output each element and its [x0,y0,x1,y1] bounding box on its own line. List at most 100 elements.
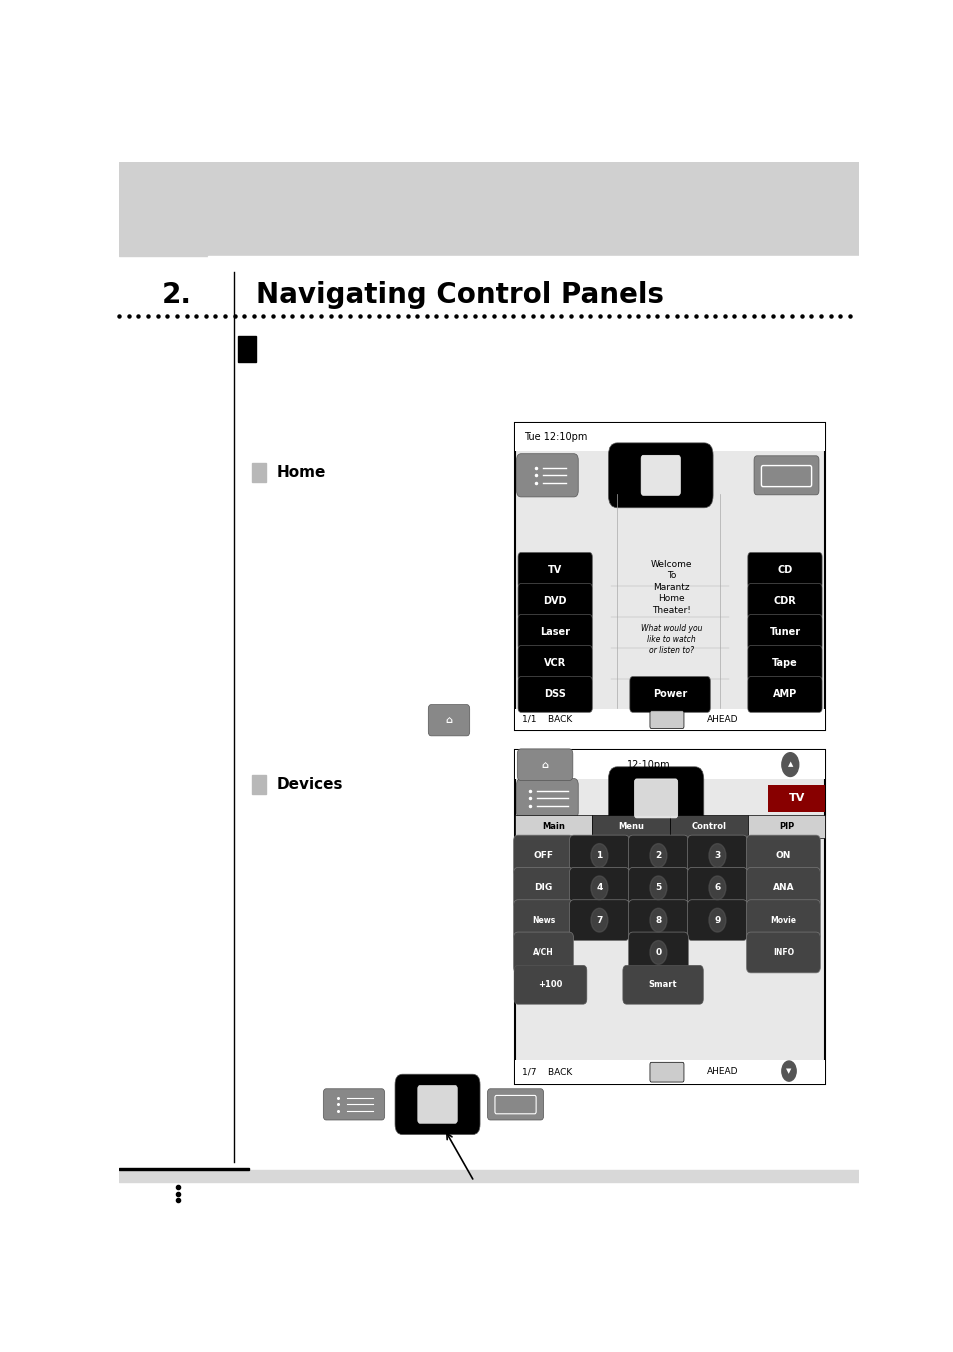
FancyBboxPatch shape [517,553,592,588]
Text: 1/7    BACK: 1/7 BACK [521,1067,572,1076]
Circle shape [708,909,725,932]
FancyBboxPatch shape [487,1088,543,1119]
FancyBboxPatch shape [513,932,573,973]
Text: 5: 5 [655,883,660,892]
Circle shape [590,876,607,899]
Text: AHEAD: AHEAD [706,1067,738,1076]
Text: 7: 7 [596,915,602,925]
Text: DVD: DVD [543,596,566,607]
Text: ⌂: ⌂ [541,760,548,769]
Text: A/CH: A/CH [533,948,554,957]
FancyBboxPatch shape [513,868,573,909]
Text: 12:10pm: 12:10pm [626,760,670,769]
Text: 1: 1 [596,850,602,860]
FancyBboxPatch shape [513,836,573,876]
FancyBboxPatch shape [747,584,821,619]
FancyBboxPatch shape [649,711,683,729]
FancyBboxPatch shape [569,836,629,876]
Text: INFO: INFO [772,948,793,957]
Text: Navigating Control Panels: Navigating Control Panels [255,281,663,310]
FancyBboxPatch shape [323,1088,384,1119]
Text: 9: 9 [714,915,720,925]
Text: 2.: 2. [162,281,192,310]
Text: Devices: Devices [276,777,343,792]
Circle shape [708,844,725,868]
FancyBboxPatch shape [516,779,578,818]
Text: Tue 12:10pm: Tue 12:10pm [523,431,586,442]
Bar [515,423,824,450]
FancyBboxPatch shape [649,1063,683,1082]
Bar [119,162,858,256]
Bar [669,815,747,838]
Circle shape [781,753,798,776]
Bar [237,337,255,362]
Bar [119,1168,249,1169]
FancyBboxPatch shape [687,868,747,909]
Circle shape [649,844,666,868]
FancyBboxPatch shape [517,676,592,713]
FancyBboxPatch shape [514,965,586,1005]
Bar [515,750,824,1083]
FancyBboxPatch shape [629,676,710,713]
Text: Control: Control [691,822,725,831]
Circle shape [590,909,607,932]
Text: ON: ON [775,850,790,860]
Circle shape [590,844,607,868]
FancyBboxPatch shape [569,868,629,909]
Text: AMP: AMP [772,690,797,699]
FancyBboxPatch shape [687,899,747,941]
FancyBboxPatch shape [417,1086,456,1124]
FancyBboxPatch shape [745,932,820,973]
Text: News: News [532,915,555,925]
Text: CDR: CDR [773,596,796,607]
FancyBboxPatch shape [517,615,592,650]
Circle shape [781,1061,796,1082]
FancyBboxPatch shape [622,965,702,1005]
FancyBboxPatch shape [745,899,820,941]
FancyBboxPatch shape [687,836,747,876]
Bar [515,708,824,730]
Text: PIP: PIP [778,822,793,831]
FancyBboxPatch shape [745,836,820,876]
Text: DIG: DIG [534,883,552,892]
FancyBboxPatch shape [634,779,677,818]
Text: Home: Home [276,465,326,480]
Circle shape [649,876,666,899]
Text: Tape: Tape [771,658,797,668]
Bar [252,464,265,481]
Bar [767,784,824,813]
Text: ▼: ▼ [785,1068,791,1073]
Bar [252,776,265,794]
FancyBboxPatch shape [747,615,821,650]
Bar [515,422,824,730]
Text: +100: +100 [537,980,562,990]
Text: Movie: Movie [770,915,796,925]
FancyBboxPatch shape [608,767,703,830]
FancyBboxPatch shape [640,456,679,495]
Text: 6: 6 [714,883,720,892]
Text: 2: 2 [655,850,660,860]
Text: What would you
like to watch
or listen to?: What would you like to watch or listen t… [640,625,701,656]
Text: VCR: VCR [543,658,566,668]
Circle shape [649,909,666,932]
Text: TV: TV [787,794,804,803]
Text: ⌂: ⌂ [445,715,452,725]
Text: Main: Main [541,822,564,831]
Text: TV: TV [547,565,561,576]
Circle shape [708,876,725,899]
Text: DSS: DSS [543,690,565,699]
FancyBboxPatch shape [516,454,578,498]
Text: OFF: OFF [533,850,553,860]
FancyBboxPatch shape [745,868,820,909]
FancyBboxPatch shape [517,584,592,619]
Bar [515,750,824,779]
Text: 0: 0 [655,948,660,957]
FancyBboxPatch shape [428,704,469,735]
Text: ▲: ▲ [787,761,792,768]
Bar [515,1060,824,1083]
FancyBboxPatch shape [395,1075,479,1134]
Text: Power: Power [652,690,686,699]
Bar [515,708,824,730]
FancyBboxPatch shape [628,932,688,973]
Text: Laser: Laser [539,627,570,637]
